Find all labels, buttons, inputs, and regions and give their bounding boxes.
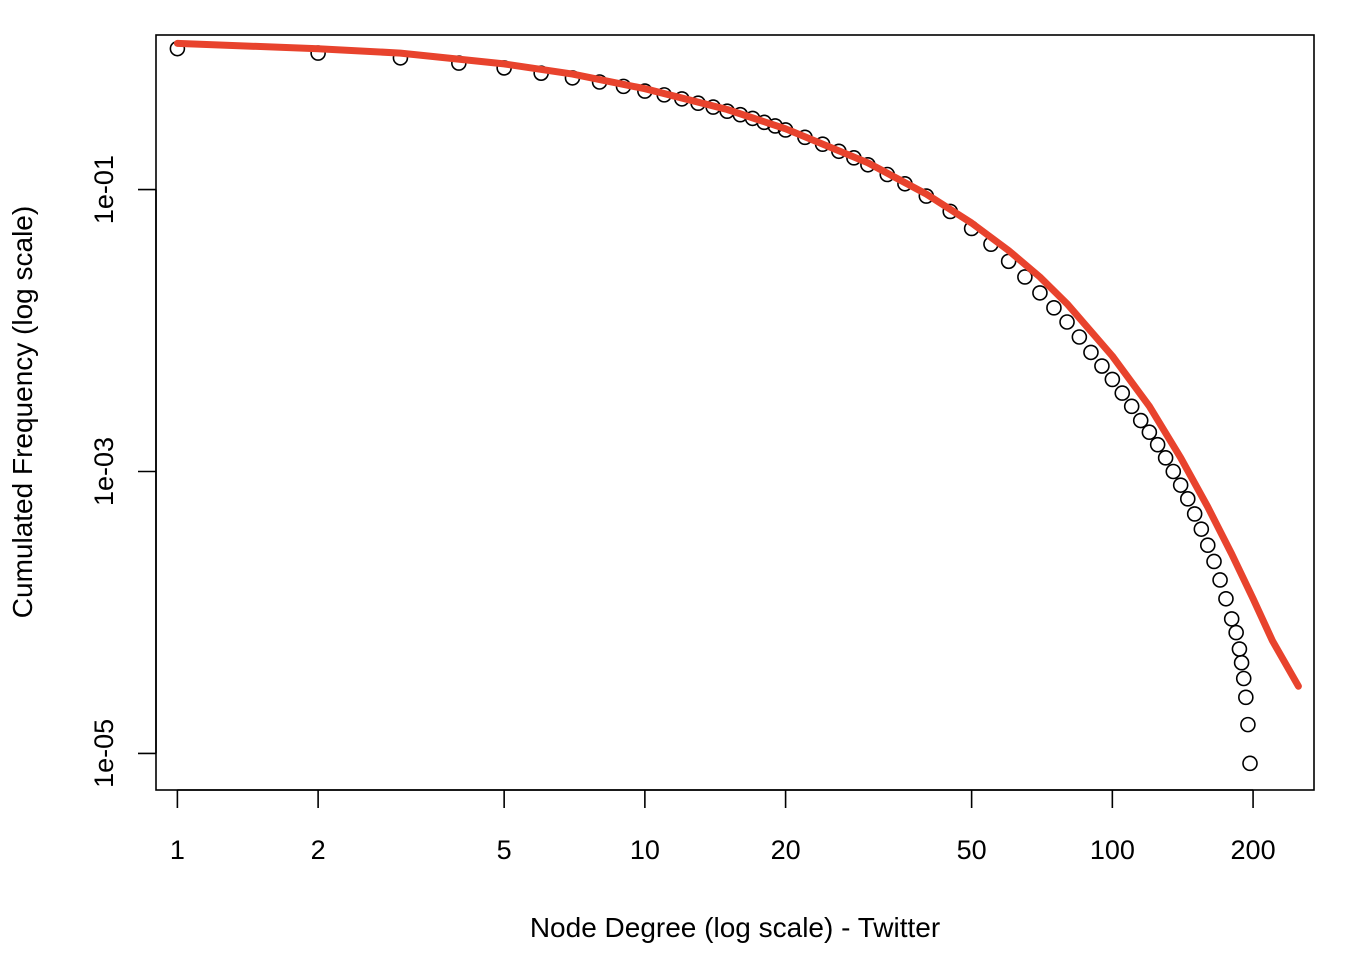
x-tick-label: 2 [311,835,326,865]
data-point [1114,385,1131,401]
y-axis: 1e-05 1e-03 1e-01 [89,155,157,788]
data-point [1235,670,1252,687]
data-point [1240,716,1256,733]
x-tick-label: 1 [170,835,185,865]
data-point [1238,689,1254,706]
x-tick-label: 200 [1231,835,1276,865]
fit-line-layer [173,39,1302,690]
data-point [1186,506,1203,522]
x-tick-label: 10 [630,835,660,865]
data-point [1104,371,1121,388]
y-tick-label: 1e-01 [89,155,119,224]
data-point [1071,329,1088,345]
data-point [1218,590,1234,607]
data-point [1231,641,1248,657]
data-point [1149,436,1166,453]
data-point [1206,553,1222,570]
data-point [1046,300,1062,316]
y-tick-label: 1e-05 [89,719,119,788]
data-point [1172,477,1189,493]
data-point [1141,424,1158,441]
data-point [1193,521,1210,537]
plot-frame [155,34,1315,791]
data-point [1223,611,1240,627]
data-point [1199,537,1216,554]
data-point [1032,285,1048,301]
fit-line [173,39,1302,690]
data-point [1094,358,1110,374]
data-points [169,40,1258,772]
data-point [1228,624,1244,641]
x-tick-label: 50 [957,835,987,865]
y-axis-title: Cumulated Frequency (log scale) [7,206,38,618]
y-tick-label: 1e-03 [89,437,119,506]
x-axis: 1 2 5 10 20 50 100 200 [170,789,1276,865]
x-tick-label: 20 [771,835,801,865]
x-tick-label: 100 [1090,835,1135,865]
data-point [1059,314,1075,330]
x-axis-title: Node Degree (log scale) - Twitter [530,912,940,943]
data-point [1132,412,1149,429]
data-point [1083,344,1099,361]
data-point [1165,463,1182,480]
data-point [1157,450,1174,466]
data-point [1242,755,1258,772]
data-point [1233,654,1250,671]
x-tick-label: 5 [497,835,512,865]
data-point [1123,398,1140,415]
data-point [1179,491,1196,507]
data-point [1212,572,1228,588]
data-point [1017,269,1033,285]
